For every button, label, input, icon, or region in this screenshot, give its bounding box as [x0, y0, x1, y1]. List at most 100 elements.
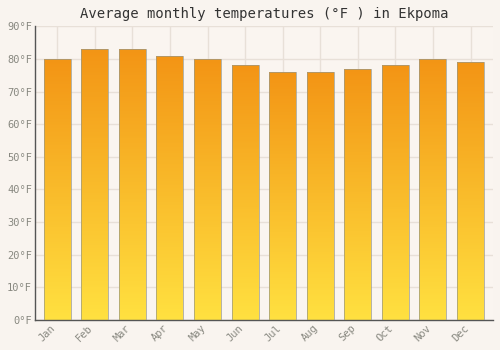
Bar	[306, 311, 334, 313]
Bar	[232, 67, 258, 68]
Bar	[156, 300, 184, 301]
Bar	[194, 137, 221, 139]
Bar	[119, 130, 146, 132]
Bar	[306, 136, 334, 138]
Bar	[269, 299, 296, 300]
Bar	[269, 72, 296, 73]
Bar	[344, 316, 372, 317]
Bar	[306, 207, 334, 208]
Bar	[194, 306, 221, 307]
Bar	[457, 281, 484, 282]
Bar	[82, 191, 108, 193]
Bar	[306, 138, 334, 139]
Bar	[269, 135, 296, 136]
Bar	[344, 251, 372, 252]
Bar	[306, 113, 334, 114]
Bar	[44, 64, 71, 65]
Bar	[82, 197, 108, 198]
Bar	[382, 171, 409, 172]
Bar	[44, 293, 71, 294]
Bar	[306, 228, 334, 230]
Bar	[457, 256, 484, 257]
Bar	[82, 301, 108, 302]
Bar	[119, 306, 146, 308]
Bar	[119, 193, 146, 194]
Bar	[306, 72, 334, 320]
Bar	[44, 208, 71, 209]
Bar	[194, 59, 221, 60]
Bar	[306, 100, 334, 102]
Bar	[344, 246, 372, 247]
Bar	[232, 205, 258, 207]
Bar	[457, 107, 484, 108]
Bar	[269, 148, 296, 149]
Bar	[420, 300, 446, 302]
Bar	[232, 315, 258, 316]
Bar	[156, 303, 184, 304]
Bar	[194, 152, 221, 153]
Bar	[344, 256, 372, 257]
Bar	[82, 79, 108, 80]
Bar	[306, 309, 334, 310]
Bar	[344, 219, 372, 221]
Bar	[82, 49, 108, 50]
Bar	[82, 52, 108, 53]
Bar	[156, 295, 184, 296]
Bar	[344, 237, 372, 238]
Bar	[232, 65, 258, 320]
Bar	[232, 125, 258, 126]
Bar	[232, 316, 258, 317]
Bar	[232, 110, 258, 111]
Bar	[232, 292, 258, 293]
Bar	[232, 170, 258, 171]
Bar	[194, 212, 221, 213]
Bar	[269, 221, 296, 222]
Bar	[82, 267, 108, 268]
Bar	[156, 193, 184, 194]
Bar	[420, 171, 446, 173]
Bar	[156, 241, 184, 242]
Bar	[382, 298, 409, 300]
Bar	[194, 240, 221, 241]
Bar	[119, 225, 146, 226]
Bar	[269, 315, 296, 316]
Bar	[194, 84, 221, 85]
Bar	[420, 169, 446, 170]
Bar	[382, 288, 409, 289]
Bar	[82, 302, 108, 304]
Bar	[306, 236, 334, 237]
Bar	[156, 189, 184, 190]
Bar	[420, 278, 446, 280]
Bar	[306, 121, 334, 123]
Bar	[232, 219, 258, 221]
Bar	[232, 112, 258, 114]
Bar	[457, 218, 484, 219]
Bar	[269, 80, 296, 82]
Bar	[194, 141, 221, 142]
Bar	[44, 123, 71, 124]
Bar	[344, 228, 372, 230]
Bar	[232, 302, 258, 303]
Bar	[194, 296, 221, 298]
Bar	[269, 247, 296, 248]
Bar	[44, 307, 71, 308]
Bar	[420, 313, 446, 315]
Bar	[420, 307, 446, 308]
Bar	[119, 271, 146, 273]
Bar	[420, 73, 446, 75]
Bar	[420, 223, 446, 225]
Bar	[82, 72, 108, 74]
Bar	[194, 229, 221, 230]
Bar	[306, 211, 334, 212]
Bar	[269, 227, 296, 228]
Bar	[306, 284, 334, 285]
Bar	[420, 197, 446, 198]
Bar	[156, 136, 184, 138]
Bar	[194, 85, 221, 86]
Bar	[269, 170, 296, 171]
Bar	[420, 308, 446, 309]
Bar	[420, 287, 446, 289]
Bar	[420, 270, 446, 272]
Bar	[194, 227, 221, 229]
Bar	[457, 308, 484, 310]
